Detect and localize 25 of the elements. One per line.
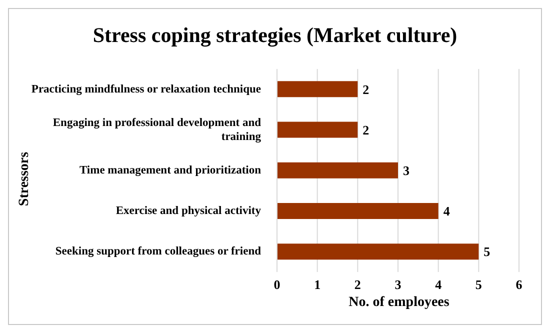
bar [277, 202, 438, 219]
y-tick-label: Seeking support from colleagues or friend [55, 246, 262, 258]
x-axis-title: No. of employees [348, 295, 450, 311]
x-tick-label: 0 [274, 277, 280, 292]
y-axis-title: Stressors [17, 152, 33, 206]
y-tick-label: Practicing mindfulness or relaxation technique [31, 83, 261, 96]
x-tick-label: 1 [314, 277, 321, 292]
x-tick-label: 2 [354, 277, 361, 292]
y-tick-label: Exercise and physical activity [116, 205, 262, 218]
bar [277, 244, 479, 260]
data-label: 2 [362, 122, 370, 138]
data-label: 4 [443, 204, 450, 219]
x-tick-label: 6 [516, 277, 523, 292]
x-tick-label: 5 [475, 277, 482, 292]
x-tick-label: 4 [435, 277, 442, 292]
data-label: 5 [484, 244, 491, 260]
data-label: 3 [403, 162, 410, 178]
y-tick-label: Engaging in professional development and training [52, 116, 262, 143]
bar [277, 162, 398, 178]
chart-title: Stress coping strategies (Market culture) [92, 23, 458, 48]
x-tick-label: 3 [394, 277, 402, 292]
bar [277, 122, 358, 138]
y-tick-label: Time management and prioritization [79, 164, 262, 176]
bar [277, 81, 358, 98]
data-label: 2 [362, 82, 370, 97]
